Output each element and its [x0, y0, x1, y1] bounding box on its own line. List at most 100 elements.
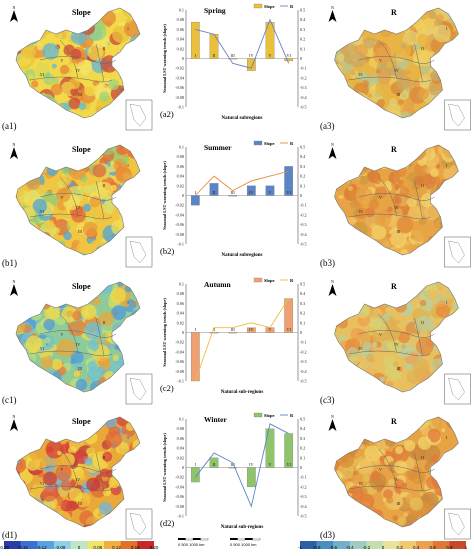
y2-tick-label: -0.5	[300, 242, 307, 247]
category-label: III	[231, 327, 236, 332]
y2-tick-label: -0.4	[300, 369, 308, 374]
legend-swatch	[70, 541, 88, 549]
region-label: V	[61, 332, 64, 337]
y2-tick-label: 0.2	[300, 37, 305, 42]
category-label: IV	[249, 462, 253, 467]
north-arrow-icon: N	[10, 414, 18, 431]
legend-tick-label: 0.8	[446, 545, 453, 550]
r-map-panel: I II III IV V VI N R (d3)	[318, 409, 474, 542]
region-label: V	[379, 58, 382, 63]
y-tick-label: -0.02	[175, 340, 184, 345]
south-china-sea-inset	[444, 99, 471, 131]
legend-tick-label: 0	[381, 545, 385, 550]
legend-tick-label: -0.08	[55, 545, 66, 550]
slope-bar	[228, 58, 238, 60]
map-title-r: R	[391, 417, 397, 426]
slope-bar	[228, 467, 238, 469]
scale-bar: 0 500 1000 km	[178, 537, 218, 551]
category-label: VI	[286, 462, 291, 467]
y-tick-label: -0.04	[175, 212, 185, 217]
legend-tick-label: 0	[77, 545, 81, 550]
region-label: I	[127, 26, 129, 31]
y2-tick-label: 0.1	[300, 320, 305, 325]
south-china-sea-inset	[125, 99, 153, 131]
region-label: III	[397, 366, 402, 371]
legend-tick-label: -0.8	[312, 545, 321, 550]
y2-tick-label: -0.2	[300, 75, 307, 80]
y2-tick-label: -0.2	[300, 349, 307, 354]
y2-tick-label: 0	[300, 330, 302, 335]
r-line	[194, 423, 289, 508]
panel-label: (a1)	[2, 121, 17, 131]
y-tick-label: 0.06	[177, 164, 184, 169]
y-tick-label: -0.02	[175, 475, 184, 480]
y-tick-label: 0.1	[179, 417, 184, 422]
legend-swatch	[300, 541, 317, 549]
y-tick-label: 0.08	[177, 426, 184, 431]
y2-tick-label: -0.5	[300, 514, 307, 519]
season-title: Winter	[204, 415, 227, 424]
r-map-panel: I II III IV V VI N R (b3)	[318, 137, 474, 270]
legend-swatch	[383, 541, 400, 549]
y-tick-label: 0	[182, 465, 184, 470]
y-axis-label: Seasonal LST warming trends (slope)	[162, 433, 167, 502]
y-tick-label: 0.06	[177, 301, 184, 306]
north-arrow-icon: N	[328, 279, 337, 296]
slope-color-legend	[4, 536, 155, 549]
region-label: VI	[358, 209, 363, 214]
y-tick-label: -0.04	[175, 349, 185, 354]
y-tick-label: -0.08	[175, 369, 184, 374]
region-label: VI	[40, 481, 45, 486]
y-axis-label: Seasonal LST warming trends (slope)	[162, 298, 167, 367]
y-tick-label: 0.04	[177, 446, 185, 451]
legend-r-label: R	[290, 413, 294, 418]
scale-text: 0 500 1000 km	[230, 542, 257, 547]
region-label: IV	[394, 477, 398, 482]
region-label: V	[61, 58, 64, 63]
north-arrow-icon: N	[328, 414, 337, 431]
region-label: V	[61, 195, 64, 200]
y-tick-label: -0.06	[175, 359, 184, 364]
slope-bar	[284, 58, 294, 62]
south-china-sea-inset	[444, 236, 471, 268]
y2-tick-label: -0.2	[300, 484, 307, 489]
region-label: IV	[394, 205, 398, 210]
y-tick-label: 0.1	[179, 282, 184, 287]
y2-tick-label: 0	[300, 465, 302, 470]
panel-label: (d3)	[320, 530, 335, 540]
region-label: I	[446, 435, 448, 440]
panel-label: (b3)	[320, 258, 335, 268]
region-label: I	[127, 300, 129, 305]
region-label: IV	[394, 68, 398, 73]
legend-swatch	[4, 541, 21, 549]
panel-label: (c3)	[320, 395, 335, 405]
trend-chart-panel: 0.1 0.08 0.06 0.04 0.02 0 -0.02 -0.04 -0.06 -0.08…	[158, 274, 318, 407]
region-label: III	[397, 501, 402, 506]
legend-tick-label: 0.20	[149, 545, 159, 550]
north-letter: N	[13, 279, 16, 284]
r-color-legend	[300, 536, 467, 549]
y2-tick-label: -0.1	[300, 66, 307, 71]
y2-tick-label: 0.5	[300, 417, 305, 422]
region-label: IV	[394, 342, 398, 347]
y2-tick-label: 0.1	[300, 46, 305, 51]
y2-tick-label: 0.2	[300, 174, 305, 179]
category-label: I	[195, 462, 197, 467]
y-tick-label: -0.06	[175, 222, 184, 227]
panel-label: (c1)	[2, 395, 17, 405]
y-tick-label: 0.1	[179, 8, 184, 13]
region-label: I	[127, 435, 129, 440]
category-label: VI	[286, 190, 291, 195]
legend-slope-swatch	[253, 277, 263, 283]
y-axis-label: Seasonal LST warming trends (slope)	[162, 24, 167, 93]
y-tick-label: -0.02	[175, 66, 184, 71]
category-label: I	[195, 327, 197, 332]
region-label: II	[421, 183, 424, 188]
legend-swatch	[20, 541, 38, 549]
y-tick-label: 0.08	[177, 291, 184, 296]
category-label: V	[268, 53, 271, 58]
map-title-slope: Slope	[72, 145, 91, 154]
